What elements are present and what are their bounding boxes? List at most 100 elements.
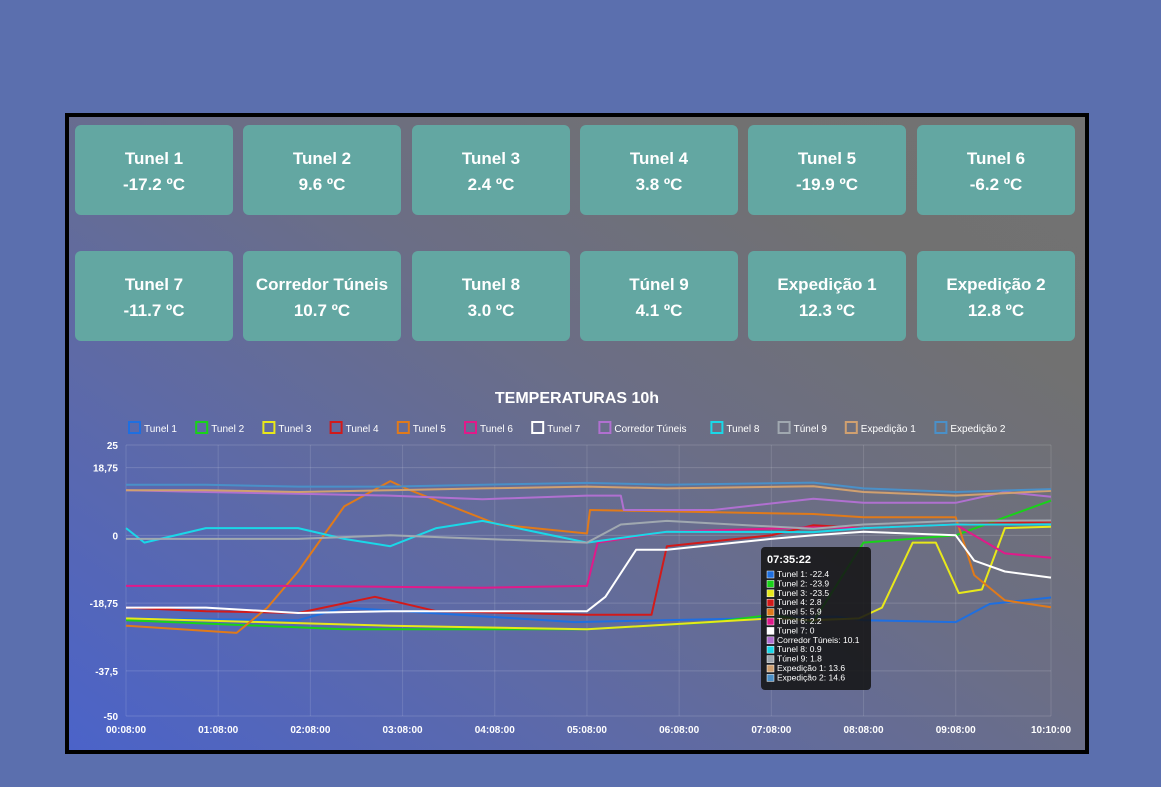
legend-item[interactable]: Expedição 1 — [861, 424, 916, 435]
legend-swatch[interactable] — [934, 421, 948, 434]
series-line — [126, 481, 1052, 493]
tooltip-swatch — [766, 627, 775, 635]
x-tick-label: 07:08:00 — [751, 725, 791, 736]
legend-swatch[interactable] — [128, 421, 141, 434]
series-line — [125, 489, 1052, 511]
sensor-card: Tunel 3 2.4 ºC — [412, 125, 570, 215]
series-line — [125, 519, 1051, 548]
sensor-name: Tunel 3 — [461, 149, 521, 168]
x-tick-label: 00:08:00 — [106, 725, 146, 736]
sensor-name: Expedição 1 — [777, 275, 877, 294]
legend-item[interactable]: Corredor Túneis — [614, 424, 686, 435]
sensor-name: Tunel 4 — [629, 149, 689, 168]
sensor-card: Tunel 1 -17.2 ºC — [75, 125, 233, 215]
sensor-temperature: 12.8 ºC — [967, 301, 1025, 320]
legend-item[interactable]: Tunel 1 — [144, 424, 177, 435]
x-tick-label: 05:08:00 — [567, 725, 607, 736]
x-tick-label: 01:08:00 — [198, 725, 238, 736]
legend-item[interactable]: Tunel 8 — [726, 424, 759, 435]
sensor-card: Tunel 6 -6.2 ºC — [917, 125, 1075, 215]
tooltip-box — [761, 547, 871, 690]
tooltip-line: Corredor Túneis: 10.1 — [777, 635, 860, 645]
sensor-name: Tunel 7 — [124, 275, 184, 294]
sensor-card: Túnel 9 4.1 ºC — [580, 251, 738, 341]
legend-swatch[interactable] — [844, 421, 858, 434]
sensor-temperature: -6.2 ºC — [969, 175, 1023, 194]
legend-swatch[interactable] — [329, 421, 343, 434]
sensor-temperature: 10.7 ºC — [293, 301, 351, 320]
legend-swatch[interactable] — [262, 421, 276, 434]
x-tick-label: 08:08:00 — [844, 725, 884, 736]
tooltip-swatch — [766, 608, 775, 616]
tooltip-swatch — [766, 674, 775, 682]
tooltip-swatch — [766, 617, 775, 626]
legend-swatch[interactable] — [777, 421, 791, 434]
x-tick-label: 02:08:00 — [290, 725, 330, 736]
y-tick-label: 0 — [112, 531, 118, 542]
tooltip-swatch — [766, 664, 775, 673]
tooltip-swatch — [766, 645, 775, 654]
tooltip-swatch — [766, 570, 775, 579]
x-tick-label: 03:08:00 — [383, 725, 423, 736]
tooltip-swatch — [766, 580, 775, 588]
series-line — [125, 525, 1052, 631]
legend-item[interactable]: Tunel 5 — [413, 424, 446, 435]
sensor-name: Tunel 2 — [292, 149, 352, 168]
legend-item[interactable]: Tunel 6 — [480, 424, 513, 435]
tooltip-swatch — [766, 655, 775, 663]
sensor-temperature: 2.4 ºC — [467, 175, 515, 194]
legend-swatch[interactable] — [598, 421, 612, 434]
tooltip-line: Tunel 1: -22.4 — [777, 569, 829, 579]
series-line — [126, 485, 1052, 497]
sensor-name: Expedição 2 — [946, 275, 1046, 294]
y-tick-label: 18,75 — [93, 464, 118, 475]
legend-item[interactable]: Tunel 2 — [211, 424, 244, 435]
legend-swatch[interactable] — [531, 421, 545, 434]
legend-swatch[interactable] — [710, 421, 724, 434]
sensor-card: Tunel 4 3.8 ºC — [580, 125, 738, 215]
sensor-card: Tunel 2 9.6 ºC — [243, 125, 401, 215]
x-tick-label: 10:10:00 — [1031, 725, 1071, 736]
tooltip-line: Tunel 6: 2.2 — [777, 616, 822, 626]
tooltip-line: Tunel 7: 0 — [777, 625, 815, 635]
sensor-temperature: 12.3 ºC — [798, 301, 856, 320]
tooltip-swatch — [766, 636, 775, 645]
sensor-name: Túnel 9 — [629, 275, 689, 294]
legend-swatch[interactable] — [396, 421, 410, 434]
sensor-name: Corredor Túneis — [255, 275, 389, 294]
tooltip-swatch — [766, 589, 775, 598]
tooltip-line: Tunel 8: 0.9 — [777, 644, 822, 654]
y-tick-label: 25 — [107, 441, 119, 452]
tooltip-swatch — [766, 598, 775, 607]
tooltip-line: Expedição 1: 13.6 — [777, 663, 845, 673]
sensor-name: Tunel 6 — [966, 149, 1026, 168]
tooltip-line: Tunel 4: 2.8 — [777, 597, 822, 607]
legend-item[interactable]: Expedição 2 — [950, 424, 1005, 435]
tooltip-line: Tunel 5: 5.9 — [777, 607, 822, 617]
sensor-name: Tunel 1 — [124, 149, 184, 168]
sensor-card: Tunel 5 -19.9 ºC — [748, 125, 906, 215]
series-line — [126, 530, 1052, 614]
legend-item[interactable]: Tunel 4 — [346, 424, 379, 435]
sensor-card: Tunel 7 -11.7 ºC — [75, 251, 233, 341]
tooltip-time: 07:35:22 — [767, 554, 811, 566]
sensor-card: Expedição 2 12.8 ºC — [917, 251, 1075, 341]
legend-item[interactable]: Tunel 3 — [278, 424, 311, 435]
sensor-name: Tunel 5 — [797, 149, 857, 168]
sensor-temperature: 3.8 ºC — [635, 175, 683, 194]
sensor-temperature: -19.9 ºC — [796, 175, 858, 194]
series-line — [126, 519, 1052, 544]
legend-item[interactable]: Tunel 7 — [547, 424, 580, 435]
temperature-chart[interactable]: 25 18,75 0 -18,75 -37,5 -50 00:08:00 01:08:00 02… — [69, 117, 1085, 750]
tooltip-line: Túnel 9: 1.8 — [777, 654, 822, 664]
y-tick-label: -50 — [104, 712, 119, 723]
x-tick-label: 06:08:00 — [659, 725, 699, 736]
sensor-name: Tunel 8 — [461, 275, 521, 294]
legend-swatch[interactable] — [464, 421, 477, 434]
series-line — [125, 480, 1052, 634]
y-tick-label: -37,5 — [95, 667, 118, 678]
legend-item[interactable]: Túnel 9 — [794, 424, 828, 435]
sensor-temperature: 3.0 ºC — [467, 301, 515, 320]
sensor-card: Tunel 8 3.0 ºC — [412, 251, 570, 341]
legend-swatch[interactable] — [195, 421, 209, 434]
